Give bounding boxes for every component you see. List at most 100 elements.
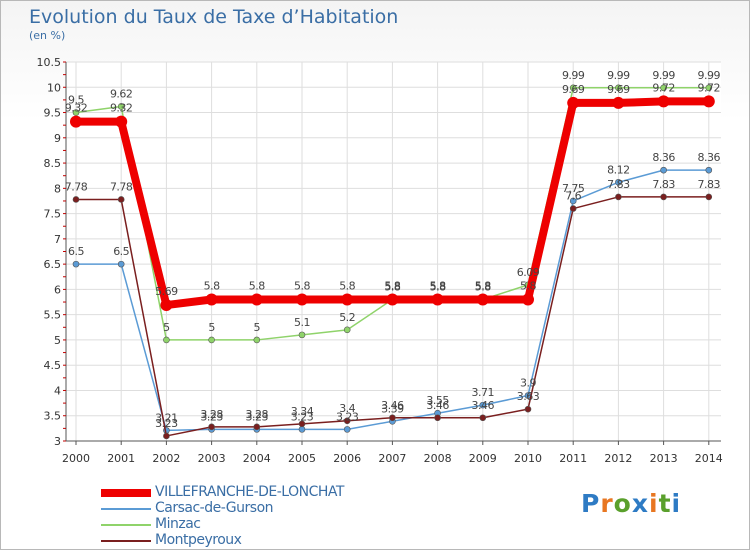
data-point <box>205 293 218 306</box>
data-label: 5.8 <box>384 281 400 294</box>
y-tick-label: 8.5 <box>44 157 62 170</box>
data-point <box>163 336 170 344</box>
data-label: 3.23 <box>246 410 269 423</box>
data-point <box>431 293 444 306</box>
x-tick-label: 2011 <box>559 452 587 465</box>
data-point <box>208 336 215 344</box>
data-point <box>250 293 263 306</box>
data-label: 5.8 <box>430 280 446 293</box>
data-label: 3.4 <box>339 402 355 415</box>
data-label: 9.69 <box>607 83 630 96</box>
data-point <box>705 193 713 201</box>
data-label: 9.99 <box>652 69 675 82</box>
data-point <box>569 197 577 205</box>
data-label: 5.8 <box>294 280 310 293</box>
data-label: 5 <box>208 321 215 334</box>
data-point <box>567 96 580 109</box>
data-point <box>72 109 80 116</box>
y-tick-label: 4 <box>54 384 61 397</box>
data-label: 5.69 <box>155 285 178 298</box>
data-point <box>705 166 713 174</box>
data-label: 5.2 <box>339 311 355 324</box>
data-point <box>434 414 441 422</box>
data-point <box>660 84 667 92</box>
data-label: 9.72 <box>698 81 721 94</box>
data-label: 9.32 <box>65 102 88 115</box>
y-tick-label: 3 <box>54 435 61 448</box>
data-label: 3.46 <box>426 399 449 412</box>
data-point <box>160 299 173 312</box>
data-label: 6.5 <box>113 245 129 258</box>
data-point <box>298 331 306 339</box>
data-label: 7.83 <box>652 178 675 191</box>
data-point <box>296 293 308 306</box>
data-point <box>343 426 351 433</box>
data-label: 5.1 <box>294 316 310 329</box>
data-label: 7.83 <box>698 178 721 191</box>
y-tick-label: 9 <box>54 132 61 145</box>
logo-letter: i <box>671 489 682 518</box>
x-tick-label: 2003 <box>198 452 226 465</box>
data-point <box>660 166 667 174</box>
data-label: 5.8 <box>339 280 355 293</box>
data-point <box>476 293 489 306</box>
x-tick-label: 2004 <box>243 452 271 465</box>
data-label: 3.71 <box>472 386 495 399</box>
data-label: 9.32 <box>110 102 133 115</box>
data-point <box>615 193 622 201</box>
data-label: 5.8 <box>249 280 265 293</box>
y-tick-label: 5 <box>54 334 61 347</box>
data-point <box>70 115 82 128</box>
data-label: 3.46 <box>381 399 404 412</box>
data-point <box>253 423 261 431</box>
grid <box>66 61 721 442</box>
logo-letter: i <box>649 489 659 518</box>
data-point <box>705 84 713 92</box>
data-label: 3.39 <box>381 402 404 415</box>
data-label: 9.99 <box>607 69 630 82</box>
data-point <box>479 401 487 409</box>
data-label: 7.75 <box>562 182 585 195</box>
series-0 <box>70 95 715 312</box>
data-label: 3.23 <box>336 410 359 423</box>
x-tick-label: 2000 <box>62 452 90 465</box>
x-tick-label: 2013 <box>650 452 678 465</box>
data-label: 5.8 <box>475 281 491 294</box>
y-tick-label: 7.5 <box>44 208 62 221</box>
logo-letter: o <box>613 489 632 518</box>
data-label: 3.21 <box>155 411 178 424</box>
data-point <box>612 96 625 109</box>
x-tick-label: 2014 <box>695 452 723 465</box>
data-point <box>298 426 306 433</box>
y-tick-label: 6 <box>54 283 61 296</box>
chart-title: Evolution du Taux de Taxe d’Habitation <box>29 6 399 28</box>
x-tick-label: 2002 <box>152 452 180 465</box>
logo-letter: r <box>600 489 614 518</box>
x-tick-label: 2008 <box>424 452 452 465</box>
data-point <box>253 336 261 344</box>
x-tick-label: 2006 <box>333 452 361 465</box>
data-point <box>569 84 577 92</box>
data-label: 8.12 <box>607 163 630 176</box>
data-label: 5.8 <box>384 280 400 293</box>
data-point <box>117 196 125 203</box>
data-label: 5.8 <box>475 280 491 293</box>
data-point <box>569 205 577 212</box>
data-label: 7.6 <box>565 190 581 203</box>
data-point <box>702 95 715 108</box>
plot-area <box>66 62 721 441</box>
data-point <box>117 103 125 110</box>
y-tick-label: 10.5 <box>37 56 62 69</box>
data-label: 8.36 <box>652 151 675 164</box>
data-point <box>117 260 125 268</box>
data-label: 3.55 <box>426 394 449 407</box>
logo-letter: x <box>631 489 649 518</box>
data-point <box>343 326 351 334</box>
x-tick-label: 2005 <box>288 452 316 465</box>
data-point <box>522 293 534 306</box>
x-tick-label: 2012 <box>604 452 632 465</box>
data-point <box>72 260 80 268</box>
data-point <box>389 414 396 422</box>
